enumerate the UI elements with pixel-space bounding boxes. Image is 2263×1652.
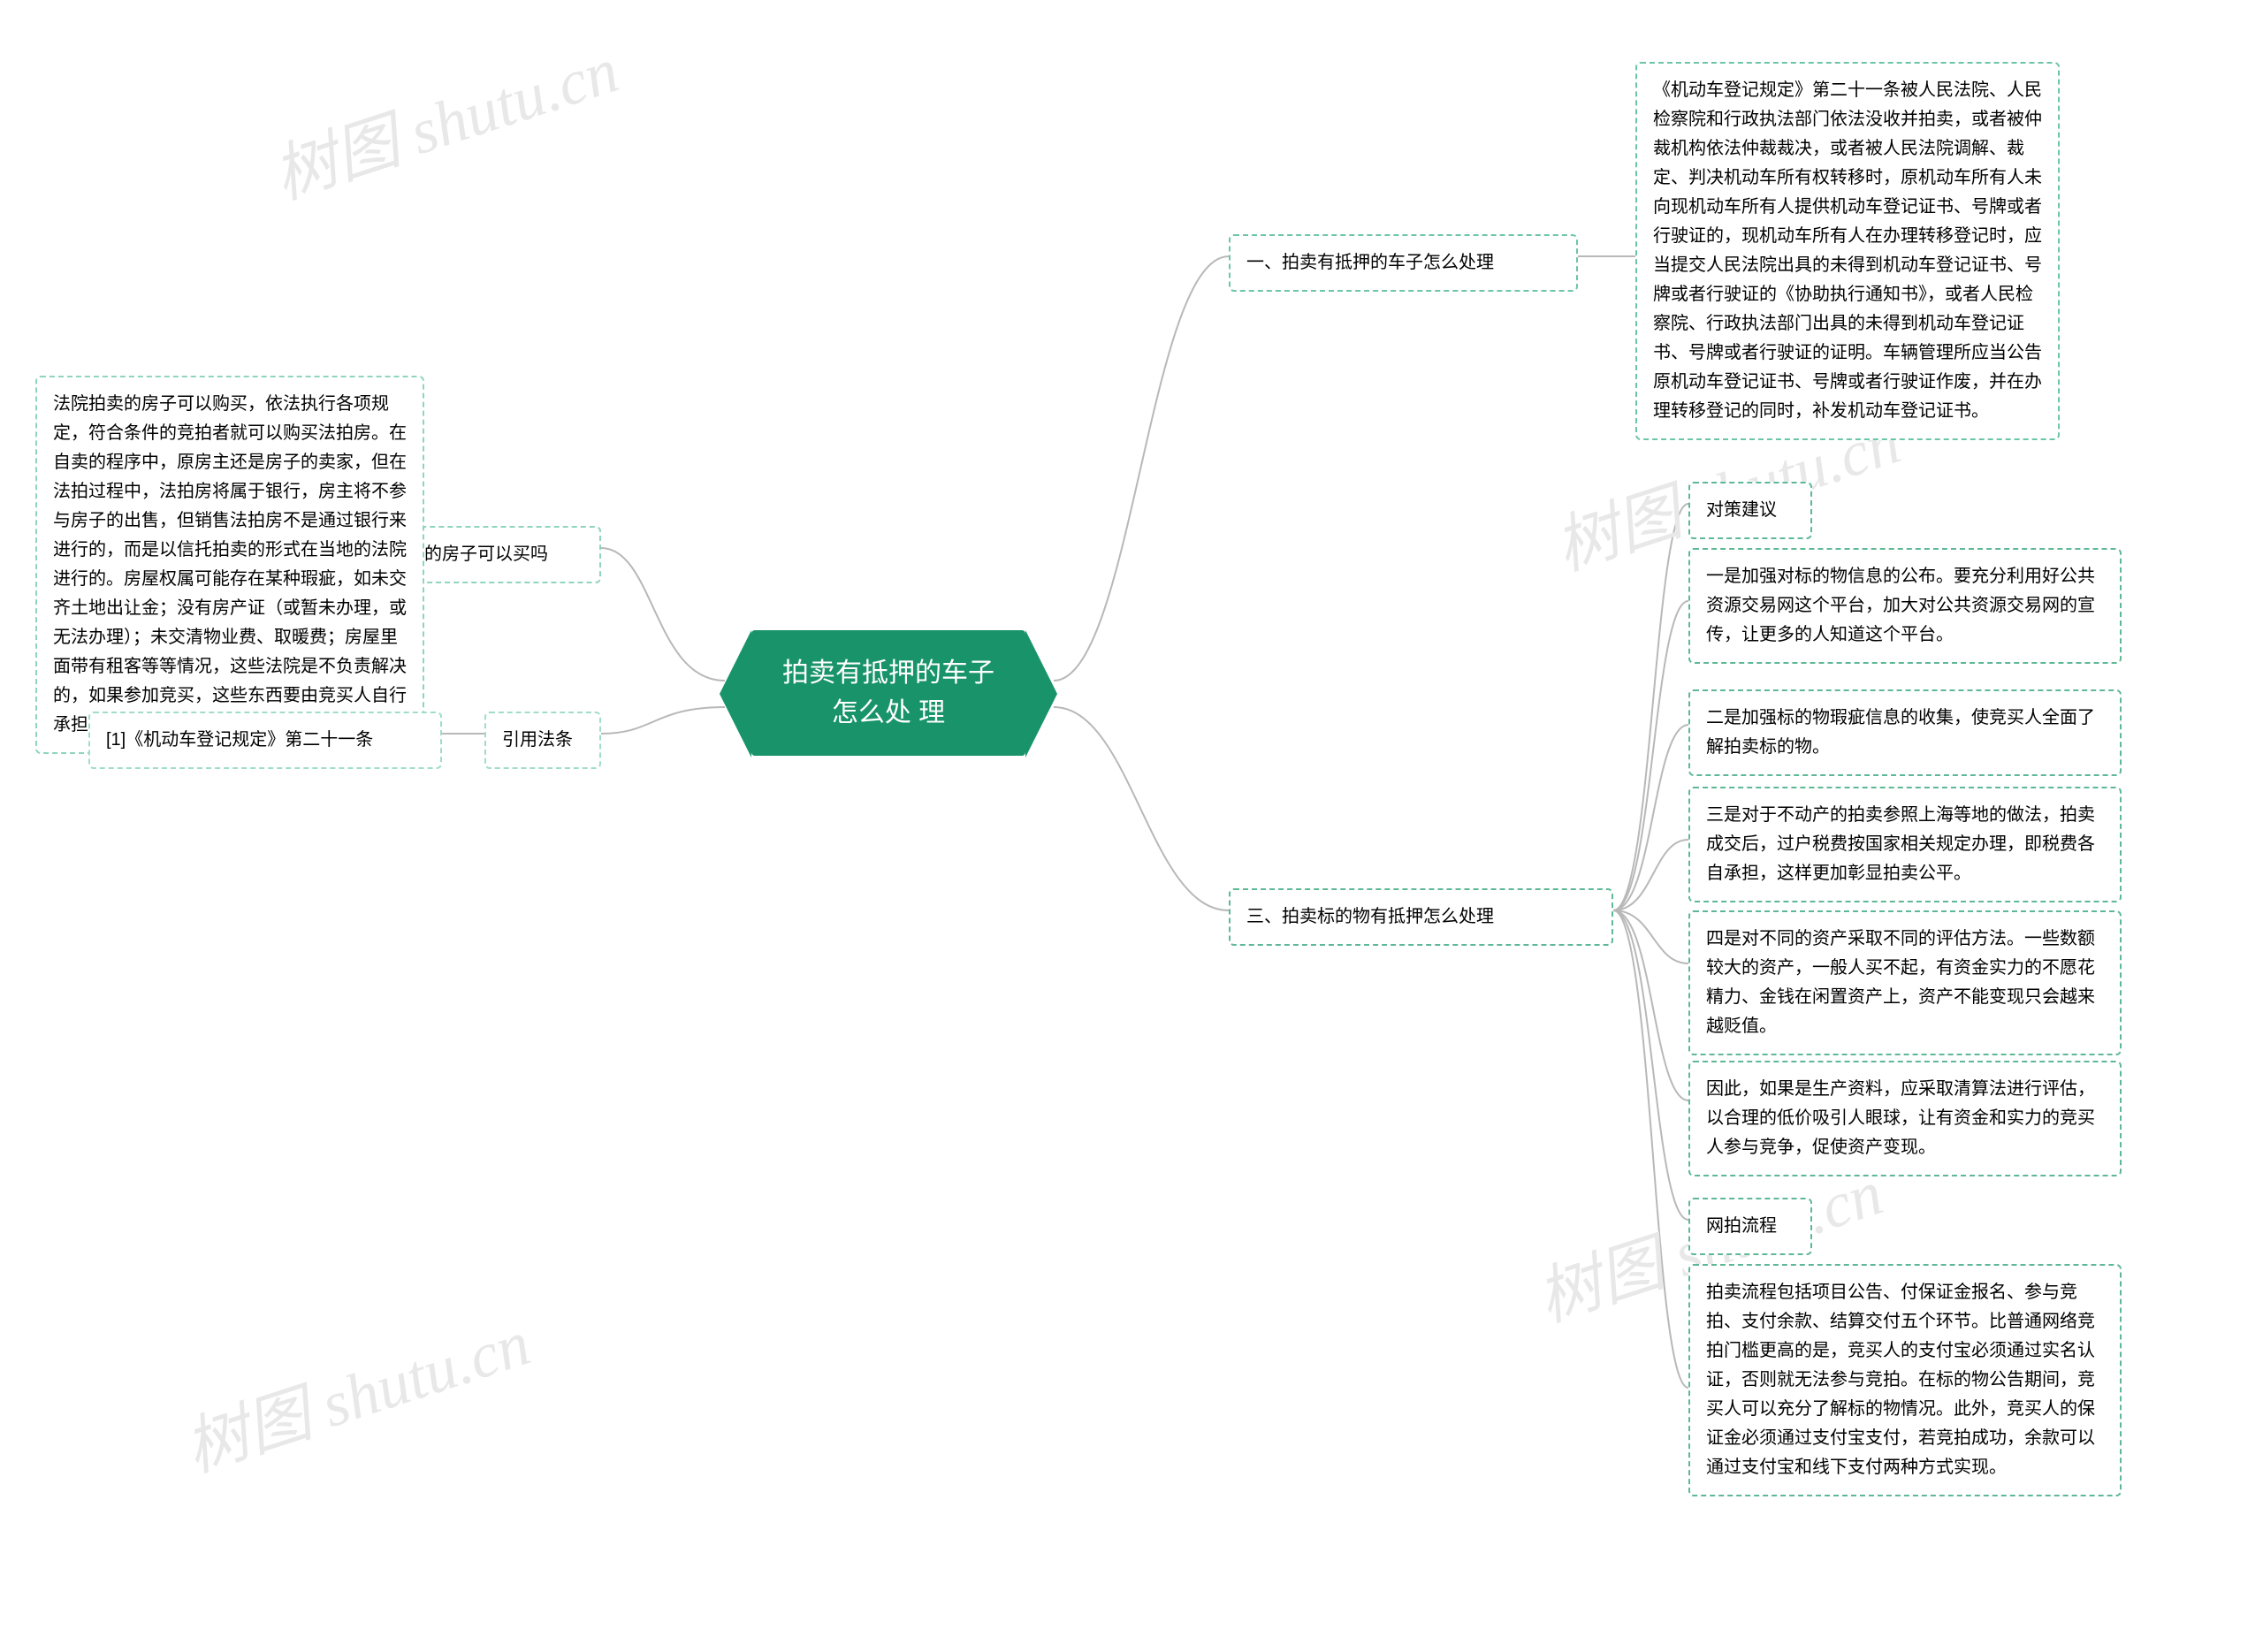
ref-label: 引用法条 — [484, 712, 601, 769]
branch3-detail-2: 二是加强标的物瑕疵信息的收集，使竞买人全面了解拍卖标的物。 — [1688, 689, 2122, 776]
branch3-detail-7: 拍卖流程包括项目公告、付保证金报名、参与竞拍、支付余款、结算交付五个环节。比普通… — [1688, 1264, 2122, 1496]
branch3-detail-3: 三是对于不动产的拍卖参照上海等地的做法，拍卖成交后，过户税费按国家相关规定办理，… — [1688, 787, 2122, 902]
branch3-detail-0: 对策建议 — [1688, 482, 1812, 539]
branch2-detail: 法院拍卖的房子可以购买，依法执行各项规定，符合条件的竞拍者就可以购买法拍房。在自… — [35, 376, 424, 754]
watermark: 树图 shutu.cn — [171, 1290, 540, 1489]
branch3-label: 三、拍卖标的物有抵押怎么处理 — [1229, 888, 1613, 946]
branch3-detail-1: 一是加强对标的物信息的公布。要充分利用好公共资源交易网这个平台，加大对公共资源交… — [1688, 548, 2122, 664]
center-node: 拍卖有抵押的车子怎么处 理 — [751, 630, 1025, 756]
watermark: 树图 shutu.cn — [260, 18, 629, 217]
branch3-detail-4: 四是对不同的资产采取不同的评估方法。一些数额较大的资产，一般人买不起，有资金实力… — [1688, 910, 2122, 1055]
branch3-detail-5: 因此，如果是生产资料，应采取清算法进行评估，以合理的低价吸引人眼球，让有资金和实… — [1688, 1061, 2122, 1176]
branch3-detail-6: 网拍流程 — [1688, 1198, 1812, 1255]
branch1-label: 一、拍卖有抵押的车子怎么处理 — [1229, 234, 1578, 292]
ref-detail: [1]《机动车登记规定》第二十一条 — [88, 712, 442, 769]
branch1-detail: 《机动车登记规定》第二十一条被人民法院、人民检察院和行政执法部门依法没收并拍卖，… — [1635, 62, 2060, 440]
